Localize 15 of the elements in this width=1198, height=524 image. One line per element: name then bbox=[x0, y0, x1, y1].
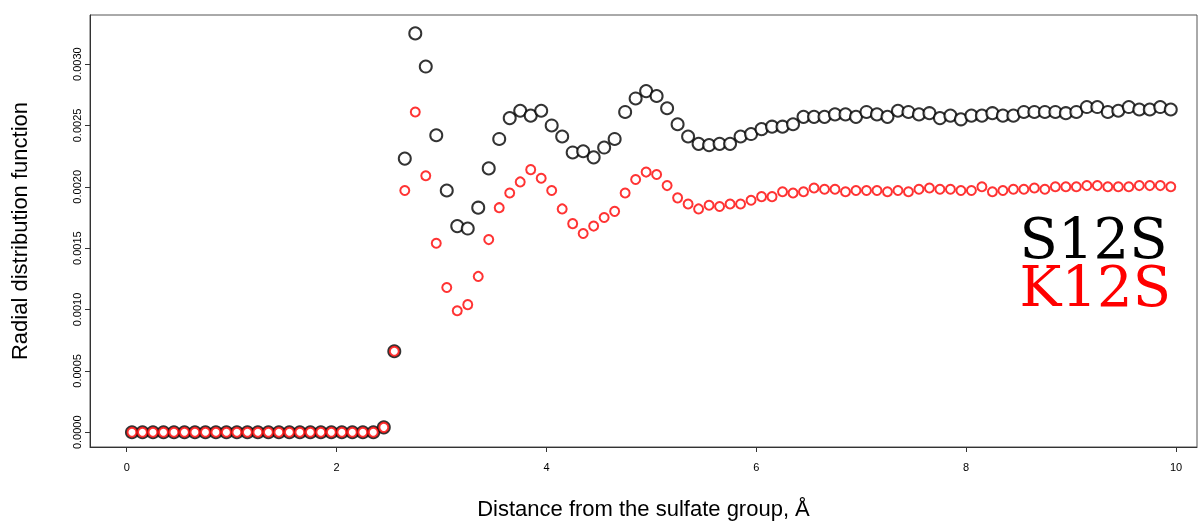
y-tick-label: 0.0015 bbox=[70, 231, 83, 266]
x-tick-label: 2 bbox=[333, 460, 340, 473]
x-tick-label: 4 bbox=[543, 460, 550, 473]
y-tick-label: 0.0030 bbox=[70, 47, 83, 81]
y-tick-label: 0.0000 bbox=[70, 415, 83, 450]
x-tick-label: 8 bbox=[963, 460, 970, 473]
y-axis-title: Radial distribution function bbox=[6, 101, 32, 361]
y-tick-label: 0.0010 bbox=[70, 292, 83, 327]
y-tick-label: 0.0025 bbox=[70, 108, 83, 143]
x-axis-title: Distance from the sulfate group, Å bbox=[477, 495, 811, 521]
x-tick-label: 0 bbox=[123, 460, 130, 473]
x-tick-label: 10 bbox=[1169, 460, 1183, 473]
y-tick-label: 0.0005 bbox=[70, 354, 83, 388]
x-tick-label: 6 bbox=[753, 460, 760, 473]
y-tick-label: 0.0020 bbox=[70, 169, 83, 204]
